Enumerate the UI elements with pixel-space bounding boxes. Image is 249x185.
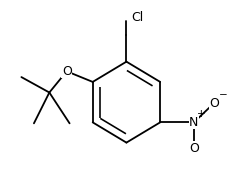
Text: N: N [189, 116, 198, 129]
Text: O: O [62, 65, 72, 78]
Text: O: O [209, 97, 219, 110]
Text: −: − [219, 90, 228, 100]
Text: Cl: Cl [131, 11, 143, 24]
Text: +: + [197, 109, 206, 119]
Text: O: O [189, 142, 199, 155]
